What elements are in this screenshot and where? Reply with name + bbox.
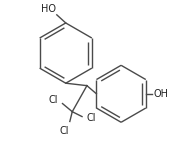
Text: Cl: Cl	[59, 126, 69, 136]
Text: Cl: Cl	[49, 95, 58, 105]
Text: OH: OH	[153, 89, 168, 99]
Text: Cl: Cl	[87, 113, 96, 123]
Text: HO: HO	[41, 4, 56, 14]
